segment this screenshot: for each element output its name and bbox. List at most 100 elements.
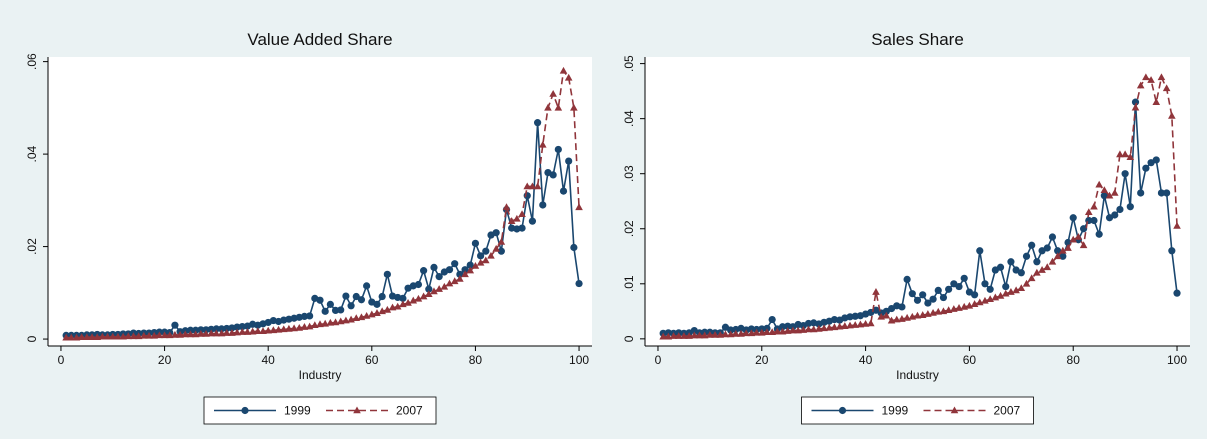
x-tick-label: 60 xyxy=(963,353,977,367)
marker-triangle xyxy=(140,331,148,339)
marker-circle xyxy=(306,312,314,320)
x-tick-label: 100 xyxy=(569,353,589,367)
marker-circle xyxy=(212,325,220,333)
marker-circle xyxy=(445,266,454,274)
y-tick-label: .04 xyxy=(25,145,39,162)
marker-circle xyxy=(939,293,948,302)
x-tick-label: 0 xyxy=(655,353,662,367)
legend-label: 1999 xyxy=(284,404,311,418)
marker-circle xyxy=(986,285,994,293)
marker-triangle xyxy=(549,89,557,97)
marker-triangle xyxy=(461,270,469,278)
marker-triangle xyxy=(171,330,179,338)
marker-triangle xyxy=(145,331,153,339)
marker-circle xyxy=(223,324,231,333)
marker-circle xyxy=(1033,258,1041,266)
marker-circle xyxy=(924,299,932,307)
marker-circle xyxy=(197,326,205,334)
marker-circle xyxy=(326,300,334,308)
marker-triangle xyxy=(62,333,70,341)
marker-triangle xyxy=(934,307,943,315)
marker-triangle xyxy=(181,330,190,338)
marker-triangle xyxy=(820,324,828,332)
marker-triangle xyxy=(1069,235,1078,243)
marker-circle xyxy=(976,247,984,255)
marker-circle xyxy=(482,247,490,255)
marker-circle xyxy=(383,270,391,278)
marker-triangle xyxy=(1064,244,1072,251)
marker-triangle xyxy=(1100,186,1109,194)
marker-circle xyxy=(373,300,381,308)
marker-circle xyxy=(321,307,329,315)
marker-circle xyxy=(1157,189,1166,197)
marker-triangle xyxy=(1027,274,1036,282)
marker-triangle xyxy=(207,329,215,337)
marker-triangle xyxy=(695,331,704,339)
marker-triangle xyxy=(259,327,267,335)
marker-triangle xyxy=(165,331,174,339)
marker-circle xyxy=(357,296,366,304)
x-tick-label: 40 xyxy=(262,353,276,367)
marker-circle xyxy=(171,321,179,329)
marker-circle xyxy=(300,312,309,321)
marker-triangle xyxy=(913,311,922,319)
marker-triangle xyxy=(419,292,428,300)
marker-triangle xyxy=(778,327,787,335)
marker-triangle xyxy=(279,325,288,333)
marker-triangle xyxy=(825,323,834,331)
marker-triangle xyxy=(533,182,542,190)
marker-triangle xyxy=(1048,257,1057,265)
marker-triangle xyxy=(393,302,402,310)
series-line xyxy=(66,68,580,339)
marker-triangle xyxy=(507,217,516,224)
marker-circle xyxy=(996,263,1005,271)
marker-triangle xyxy=(114,332,122,340)
marker-triangle xyxy=(373,309,381,316)
legend-label: 2007 xyxy=(994,404,1021,418)
marker-triangle xyxy=(186,330,195,338)
marker-circle xyxy=(1043,244,1051,252)
marker-triangle xyxy=(88,333,96,341)
marker-circle xyxy=(898,303,906,311)
marker-triangle xyxy=(222,329,231,336)
marker-triangle xyxy=(471,262,480,269)
marker-triangle xyxy=(732,329,740,337)
marker-triangle xyxy=(1162,84,1171,92)
marker-triangle xyxy=(664,332,673,340)
marker-triangle xyxy=(440,282,449,290)
marker-triangle xyxy=(835,322,844,330)
marker-triangle xyxy=(559,66,568,74)
marker-circle xyxy=(207,325,215,333)
marker-triangle xyxy=(996,291,1005,299)
marker-triangle xyxy=(856,320,865,328)
marker-triangle xyxy=(264,326,272,334)
marker-triangle xyxy=(711,330,719,338)
marker-triangle xyxy=(721,330,730,338)
marker-triangle xyxy=(445,279,454,287)
chart-title: Sales Share xyxy=(871,30,964,49)
marker-circle xyxy=(1152,156,1160,164)
marker-triangle xyxy=(1168,111,1176,119)
marker-circle xyxy=(492,229,500,237)
marker-circle xyxy=(747,325,756,333)
marker-triangle xyxy=(742,329,751,337)
marker-circle xyxy=(575,279,583,288)
marker-circle xyxy=(960,274,968,282)
legend-label: 1999 xyxy=(882,404,909,418)
marker-circle xyxy=(970,291,979,299)
y-tick-label: .01 xyxy=(622,275,636,292)
marker-circle xyxy=(518,224,526,232)
marker-triangle xyxy=(706,330,714,338)
marker-triangle xyxy=(238,328,247,335)
marker-triangle xyxy=(851,321,860,328)
x-tick-label: 40 xyxy=(859,353,873,367)
marker-triangle xyxy=(409,296,418,304)
marker-triangle xyxy=(783,327,792,334)
marker-triangle xyxy=(752,328,761,336)
marker-triangle xyxy=(98,332,107,340)
marker-circle xyxy=(217,325,226,333)
x-tick-label: 60 xyxy=(365,353,379,367)
y-tick-label: 0 xyxy=(622,335,636,342)
marker-triangle xyxy=(763,328,771,336)
marker-circle xyxy=(425,285,433,293)
